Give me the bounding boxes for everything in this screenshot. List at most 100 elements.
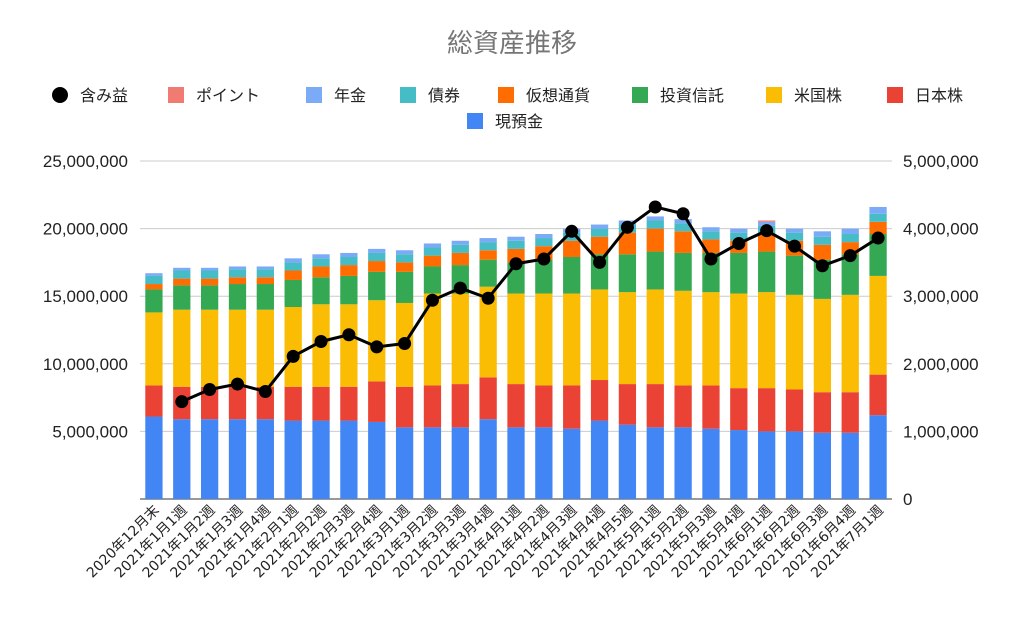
bar-segment-6-8 [368,248,386,253]
bar-segment-2-18 [646,289,664,385]
bar-segment-6-9 [395,250,414,255]
bar-segment-1-15 [563,385,581,429]
bar-segment-6-18 [646,216,664,221]
bar-segment-3-6 [312,277,330,305]
bar-segment-6-23 [785,228,804,233]
bar-segment-5-14 [535,238,553,247]
legend-item: 仮想通貨 [498,86,590,105]
bar-segment-2-13 [507,293,525,385]
bar-segment-0-15 [563,428,581,499]
line-point-3 [258,385,272,399]
legend-marker-square [766,87,782,103]
legend-item: 投資信託 [632,86,724,105]
line-point-4 [286,349,300,363]
bar-segment-3-1 [173,285,191,310]
legend-item: 米国株 [766,86,842,105]
bar-segment-1-2 [201,386,219,420]
legend-label: 債券 [428,86,460,105]
bar-segment-4-1 [173,278,191,286]
right-tick-label: 5,000,000 [903,152,979,171]
line-group [175,200,885,409]
bar-segment-6-5 [284,258,302,263]
bar-segment-0-25 [841,432,859,499]
bar-segment-4-12 [479,250,497,260]
line-point-6 [342,328,356,342]
bar-segment-4-19 [674,231,692,253]
line-point-2 [230,377,244,391]
legend-label: 米国株 [794,86,842,105]
bar-segment-1-0 [145,385,163,417]
bar-segment-2-12 [479,286,497,378]
line-point-9 [425,293,439,307]
bar-segment-0-4 [256,419,274,499]
line-point-20 [732,236,746,250]
legend-marker-square [498,87,514,103]
left-tick-label: 10,000,000 [43,355,128,374]
bar-segment-1-3 [228,386,247,420]
bar-segment-2-10 [423,293,442,386]
bar-segment-5-0 [145,275,163,285]
bar-segment-4-24 [813,244,832,260]
bar-segment-2-22 [758,292,776,389]
line-point-1 [203,382,217,396]
bar-segment-1-5 [284,386,302,421]
bar-segment-1-12 [479,377,497,420]
bar-segment-2-25 [841,294,859,393]
bar-segment-5-1 [173,270,191,279]
left-tick-label: 15,000,000 [43,287,128,306]
bar-segment-0-8 [368,421,386,499]
bar-segment-3-10 [423,266,442,294]
bar-segment-4-9 [395,262,414,272]
bar-segment-3-14 [535,259,553,294]
bar-segment-6-0 [145,273,163,276]
legend-label: 仮想通貨 [526,86,590,105]
legend-item: 年金 [306,86,366,105]
bar-segment-3-21 [730,252,748,294]
line-point-12 [509,257,523,271]
bar-segment-4-7 [340,265,358,276]
legend-item: 債券 [400,86,460,105]
bar-segment-0-26 [869,415,887,499]
bar-segment-4-8 [368,261,386,272]
line-point-25 [871,231,885,245]
bar-segment-2-7 [340,304,358,387]
bar-segment-4-6 [312,266,330,278]
bar-segment-6-22 [758,221,776,226]
right-tick-label: 4,000,000 [903,220,979,239]
bar-segment-5-2 [201,270,219,279]
bar-segment-5-13 [507,240,525,249]
bar-segment-3-23 [785,255,804,295]
bar-segment-4-10 [423,255,442,267]
line-point-19 [704,252,718,266]
bar-segment-4-4 [256,277,274,285]
bar-segment-1-21 [730,388,748,431]
legend-item: 現預金 [467,112,543,131]
legend-label: ポイント [196,86,260,105]
bar-segment-5-18 [646,220,664,229]
bar-segment-3-19 [674,252,692,291]
line-point-14 [565,224,579,238]
bar-segment-0-13 [507,427,525,499]
bar-segment-0-12 [479,419,497,499]
bar-segment-6-14 [535,234,553,239]
bars-group [145,206,887,499]
bar-segment-0-0 [145,416,163,499]
bar-segment-1-23 [785,389,804,432]
bar-segment-0-17 [618,424,637,499]
legend-marker-square [168,87,184,103]
bar-segment-5-16 [590,228,609,237]
bar-segment-6-13 [507,236,525,241]
bar-segment-0-10 [423,427,442,499]
legend-marker-square [887,87,903,103]
bar-segment-4-26 [869,221,887,235]
bar-segment-1-7 [340,386,358,421]
bar-segment-1-8 [368,381,386,422]
bar-segment-6-10 [423,243,442,248]
line-point-22 [788,239,802,253]
bar-segment-1-13 [507,384,525,428]
bar-segment-4-22 [758,234,776,252]
bar-segment-3-17 [618,254,637,293]
bar-segment-6-20 [702,227,720,232]
bar-segment-3-18 [646,251,664,290]
